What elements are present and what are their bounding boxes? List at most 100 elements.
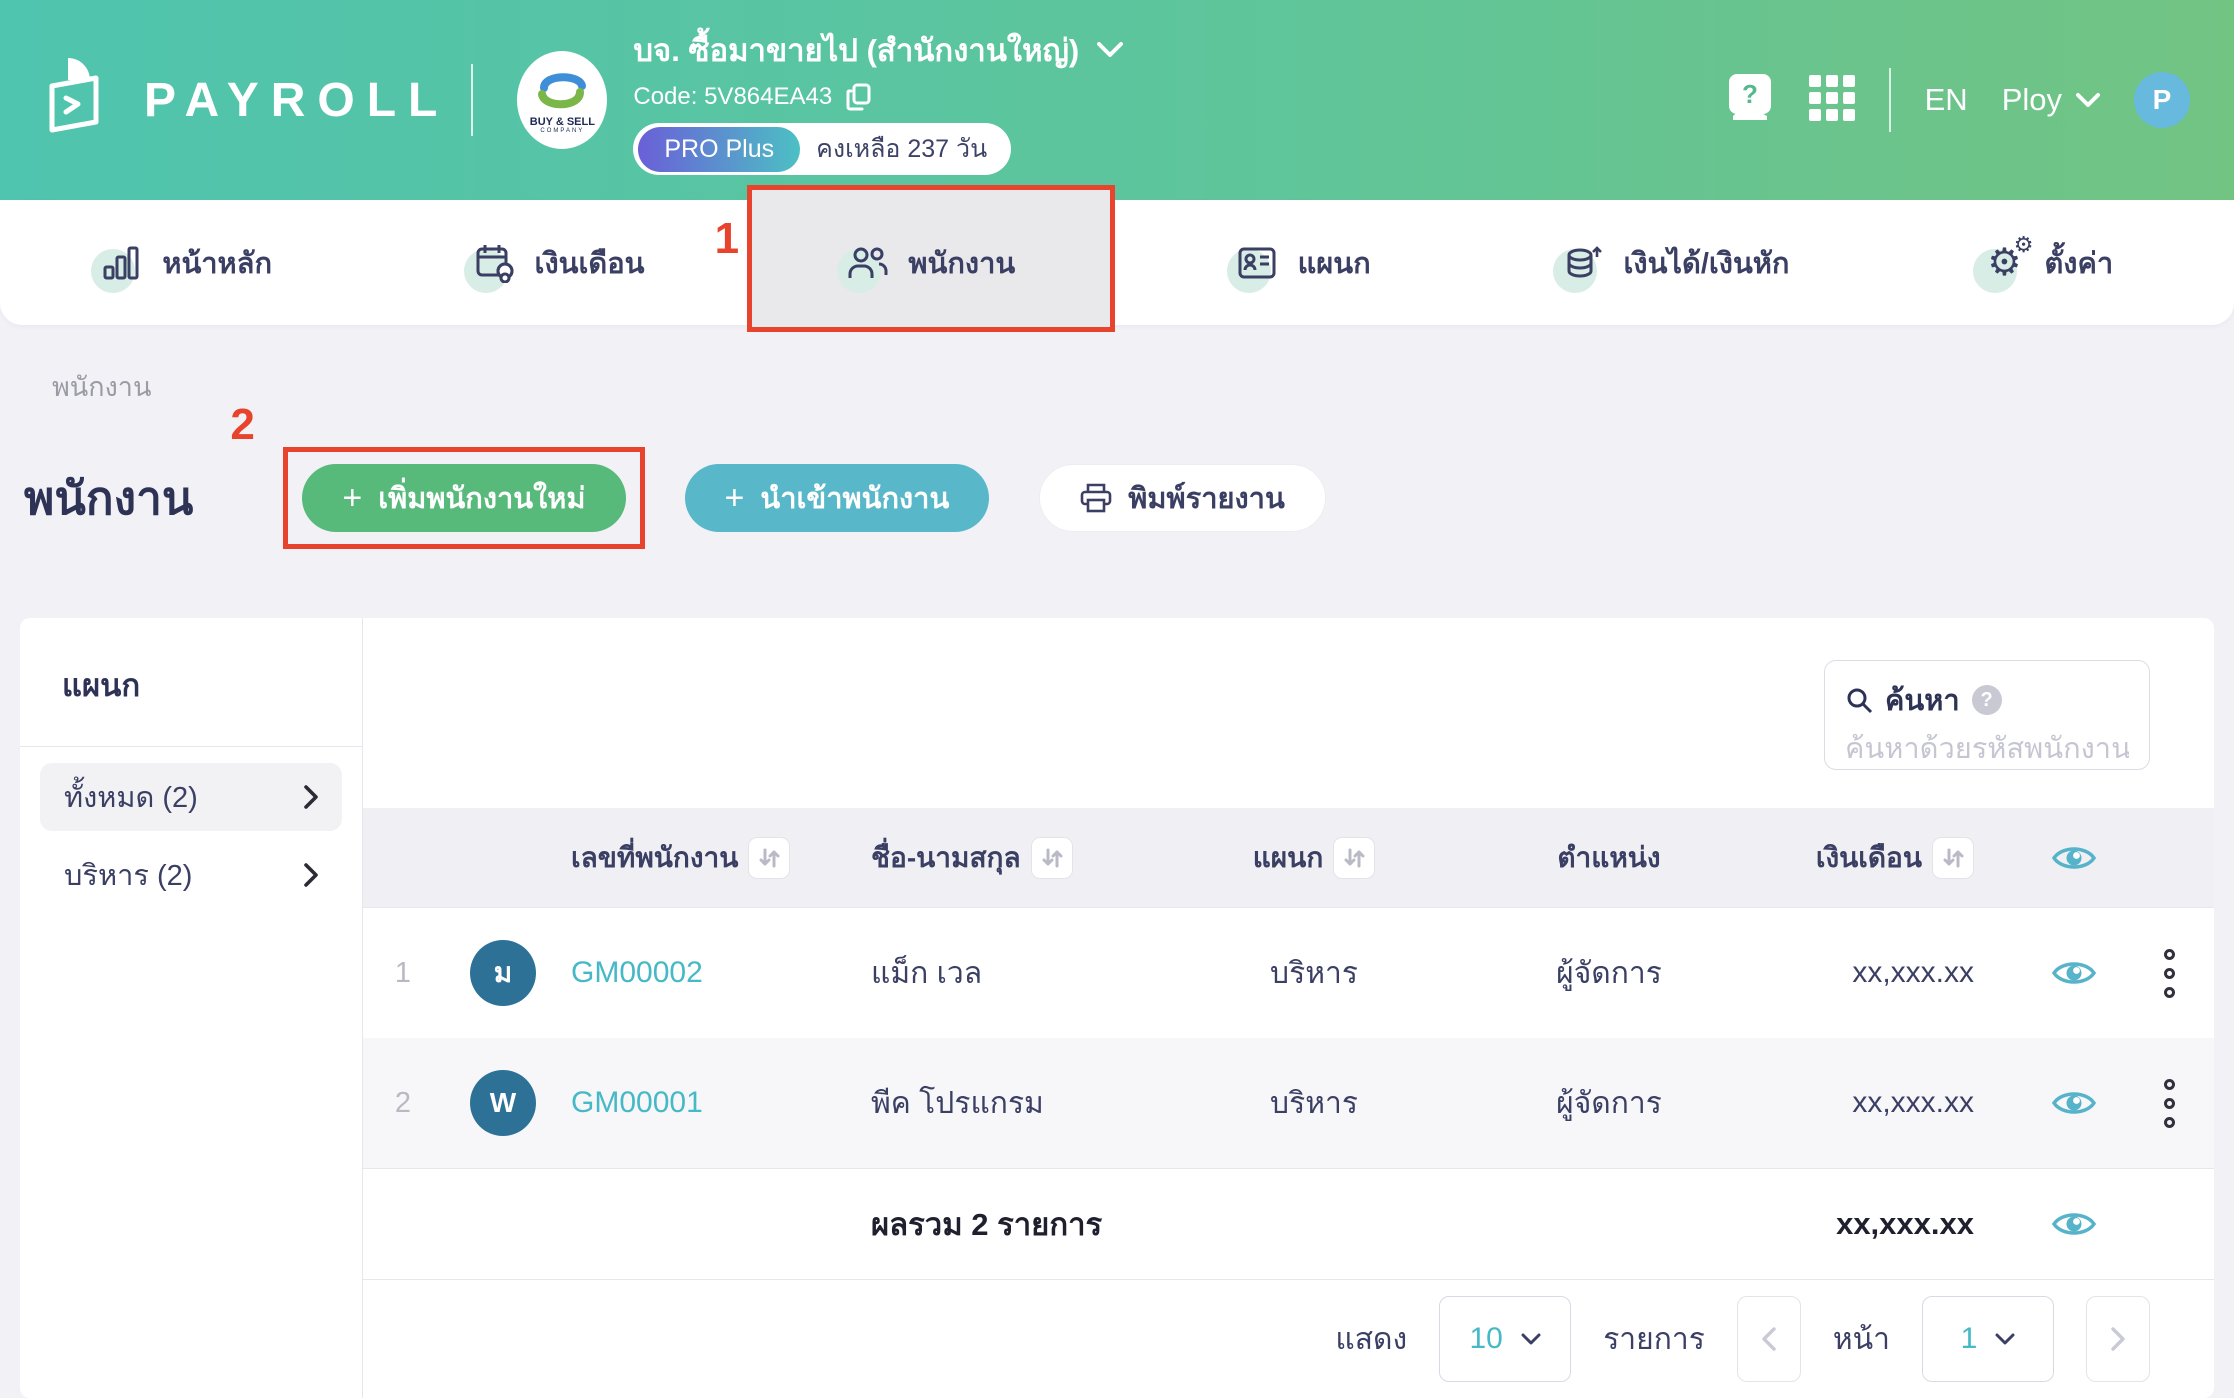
tab-income-deductions[interactable]: เงินได้/เงินหัก [1489, 200, 1861, 325]
breadcrumb: พนักงาน [52, 372, 152, 402]
company-selector[interactable]: บจ. ซื้อมาขายไป (สำนักงานใหญ่) [633, 25, 1124, 75]
chevron-down-icon [1521, 1333, 1541, 1345]
summary-label: ผลรวม 2 รายการ [871, 1207, 1103, 1242]
page-number-select[interactable]: 1 [1922, 1296, 2054, 1382]
copy-icon[interactable] [846, 83, 872, 111]
printer-icon [1080, 483, 1112, 513]
sort-dept-icon[interactable] [1333, 836, 1376, 879]
employee-dept: บริหาร [1270, 1086, 1358, 1120]
add-employee-button[interactable]: + เพิ่มพนักงานใหม่ [302, 464, 626, 532]
chevron-down-icon [2076, 92, 2100, 107]
employees-panel: แผนก ทั้งหมด (2) บริหาร (2) ค้นหา ? [20, 618, 2214, 1398]
tab-home[interactable]: หน้าหลัก [0, 200, 372, 325]
gear-icon: ⚙ ⚙ [1987, 231, 2034, 284]
help-book-icon[interactable]: ? [1725, 72, 1775, 129]
table-row[interactable]: 2 W GM00001 พีค โปรแกรม บริหาร ผู้จัดการ… [363, 1038, 2214, 1168]
header-divider [471, 64, 474, 136]
employee-number-link[interactable]: GM00002 [571, 956, 703, 989]
calendar-icon [476, 244, 514, 283]
page-size-select[interactable]: 10 [1439, 1296, 1572, 1382]
company-block: BUY & SELL COMPANY บจ. ซื้อมาขายไป (สำนั… [517, 25, 1124, 175]
avatar[interactable]: P [2134, 72, 2190, 128]
search-help-icon[interactable]: ? [1971, 685, 2002, 715]
tab-employees[interactable]: 1 พนักงาน [715, 185, 1117, 332]
company-name: บจ. ซื้อมาขายไป (สำนักงานใหญ่) [633, 33, 1080, 68]
next-page-button[interactable] [2086, 1296, 2150, 1382]
column-position: ตำแหน่ง [1557, 841, 1661, 873]
annotation-step-1: 1 [714, 214, 740, 263]
show-label: แสดง [1335, 1322, 1408, 1356]
tab-label: แผนก [1297, 247, 1371, 280]
tab-label: เงินได้/เงินหัก [1623, 247, 1790, 280]
page-label: หน้า [1832, 1322, 1890, 1356]
chevron-down-icon [1995, 1333, 2015, 1345]
tab-label: ตั้งค่า [2044, 247, 2114, 280]
language-switch[interactable]: EN [1924, 82, 1968, 117]
prev-page-button[interactable] [1736, 1296, 1801, 1382]
row-menu-icon[interactable] [2124, 1078, 2214, 1128]
tab-label: พนักงาน [908, 247, 1016, 280]
department-sidebar: แผนก ทั้งหมด (2) บริหาร (2) [20, 618, 363, 1398]
employee-dept: บริหาร [1270, 956, 1358, 990]
sort-emp-no-icon[interactable] [748, 836, 791, 879]
svg-text:?: ? [1742, 79, 1758, 109]
sort-name-icon[interactable] [1030, 836, 1073, 879]
id-card-icon [1238, 247, 1276, 278]
employee-avatar: W [470, 1070, 536, 1136]
company-logo: BUY & SELL COMPANY [517, 51, 608, 149]
tab-settings[interactable]: ⚙ ⚙ ตั้งค่า [1862, 200, 2234, 325]
tab-departments[interactable]: แผนก [1117, 200, 1489, 325]
search-label: ค้นหา [1885, 685, 1960, 717]
eye-icon[interactable] [2052, 1208, 2096, 1240]
eye-icon[interactable] [2052, 957, 2096, 989]
tab-payroll[interactable]: เงินเดือน [372, 200, 744, 325]
pagination: แสดง 10 รายการ หน้า 1 [363, 1280, 2214, 1398]
brand[interactable]: PAYROLL [44, 56, 449, 145]
search-input[interactable] [1845, 733, 2129, 766]
company-logo-subtext: COMPANY [540, 128, 585, 134]
summary-row: ผลรวม 2 รายการ xx,xxx.xx [363, 1168, 2214, 1280]
search-box: ค้นหา ? [1824, 660, 2150, 770]
sidebar-title: แผนก [62, 668, 141, 703]
plus-icon: + [724, 478, 745, 517]
chevron-left-icon [1762, 1327, 1776, 1351]
people-icon [848, 247, 888, 278]
bar-chart-icon [103, 246, 139, 279]
column-emp-no: เลขที่พนักงาน [571, 841, 739, 873]
sidebar-item-management[interactable]: บริหาร (2) [40, 841, 342, 909]
print-report-button[interactable]: พิมพ์รายงาน [1039, 464, 1326, 532]
company-logo-text: BUY & SELL [529, 116, 595, 128]
plan-pill: PRO Plus คงเหลือ 237 วัน [633, 123, 1012, 175]
user-menu[interactable]: Ploy [2002, 82, 2100, 118]
table-row[interactable]: 1 ม GM00002 แม็ก เวล บริหาร ผู้จัดการ xx… [363, 908, 2214, 1038]
app-header: PAYROLL BUY & SELL COMPANY บจ. ซื้อมาขาย… [0, 0, 2234, 200]
summary-salary: xx,xxx.xx [1836, 1206, 1974, 1241]
column-salary: เงินเดือน [1815, 841, 1922, 873]
import-employee-button[interactable]: + นำเข้าพนักงาน [684, 464, 990, 532]
chevron-right-icon [304, 785, 318, 809]
sort-salary-icon[interactable] [1932, 836, 1974, 879]
employee-position: ผู้จัดการ [1556, 956, 1662, 990]
eye-icon[interactable] [2052, 842, 2096, 874]
annotation-step-2: 2 [230, 400, 255, 449]
table-header-row: เลขที่พนักงาน ชื่อ-นามสกุล แผนก ตำแหน่ง … [363, 808, 2214, 908]
row-number: 2 [394, 1086, 412, 1119]
main-nav: หน้าหลัก เงินเดือน 1 พนักงาน [0, 185, 2234, 332]
plan-remaining-days: คงเหลือ 237 วัน [816, 135, 988, 163]
employee-position: ผู้จัดการ [1556, 1086, 1662, 1120]
eye-icon[interactable] [2052, 1087, 2096, 1119]
annotation-box-2: 2 + เพิ่มพนักงานใหม่ [230, 400, 645, 549]
divider [20, 746, 362, 747]
chevron-down-icon [1097, 42, 1124, 57]
brand-name: PAYROLL [144, 73, 450, 127]
sidebar-item-all-departments[interactable]: ทั้งหมด (2) [40, 763, 342, 831]
row-menu-icon[interactable] [2124, 948, 2214, 998]
chevron-right-icon [304, 863, 318, 887]
employee-number-link[interactable]: GM00001 [571, 1086, 703, 1119]
employee-avatar: ม [470, 940, 536, 1006]
row-number: 1 [394, 956, 412, 989]
employee-name: พีค โปรแกรม [871, 1086, 1044, 1120]
employee-salary: xx,xxx.xx [1852, 1086, 1974, 1119]
apps-grid-icon[interactable] [1808, 74, 1855, 126]
